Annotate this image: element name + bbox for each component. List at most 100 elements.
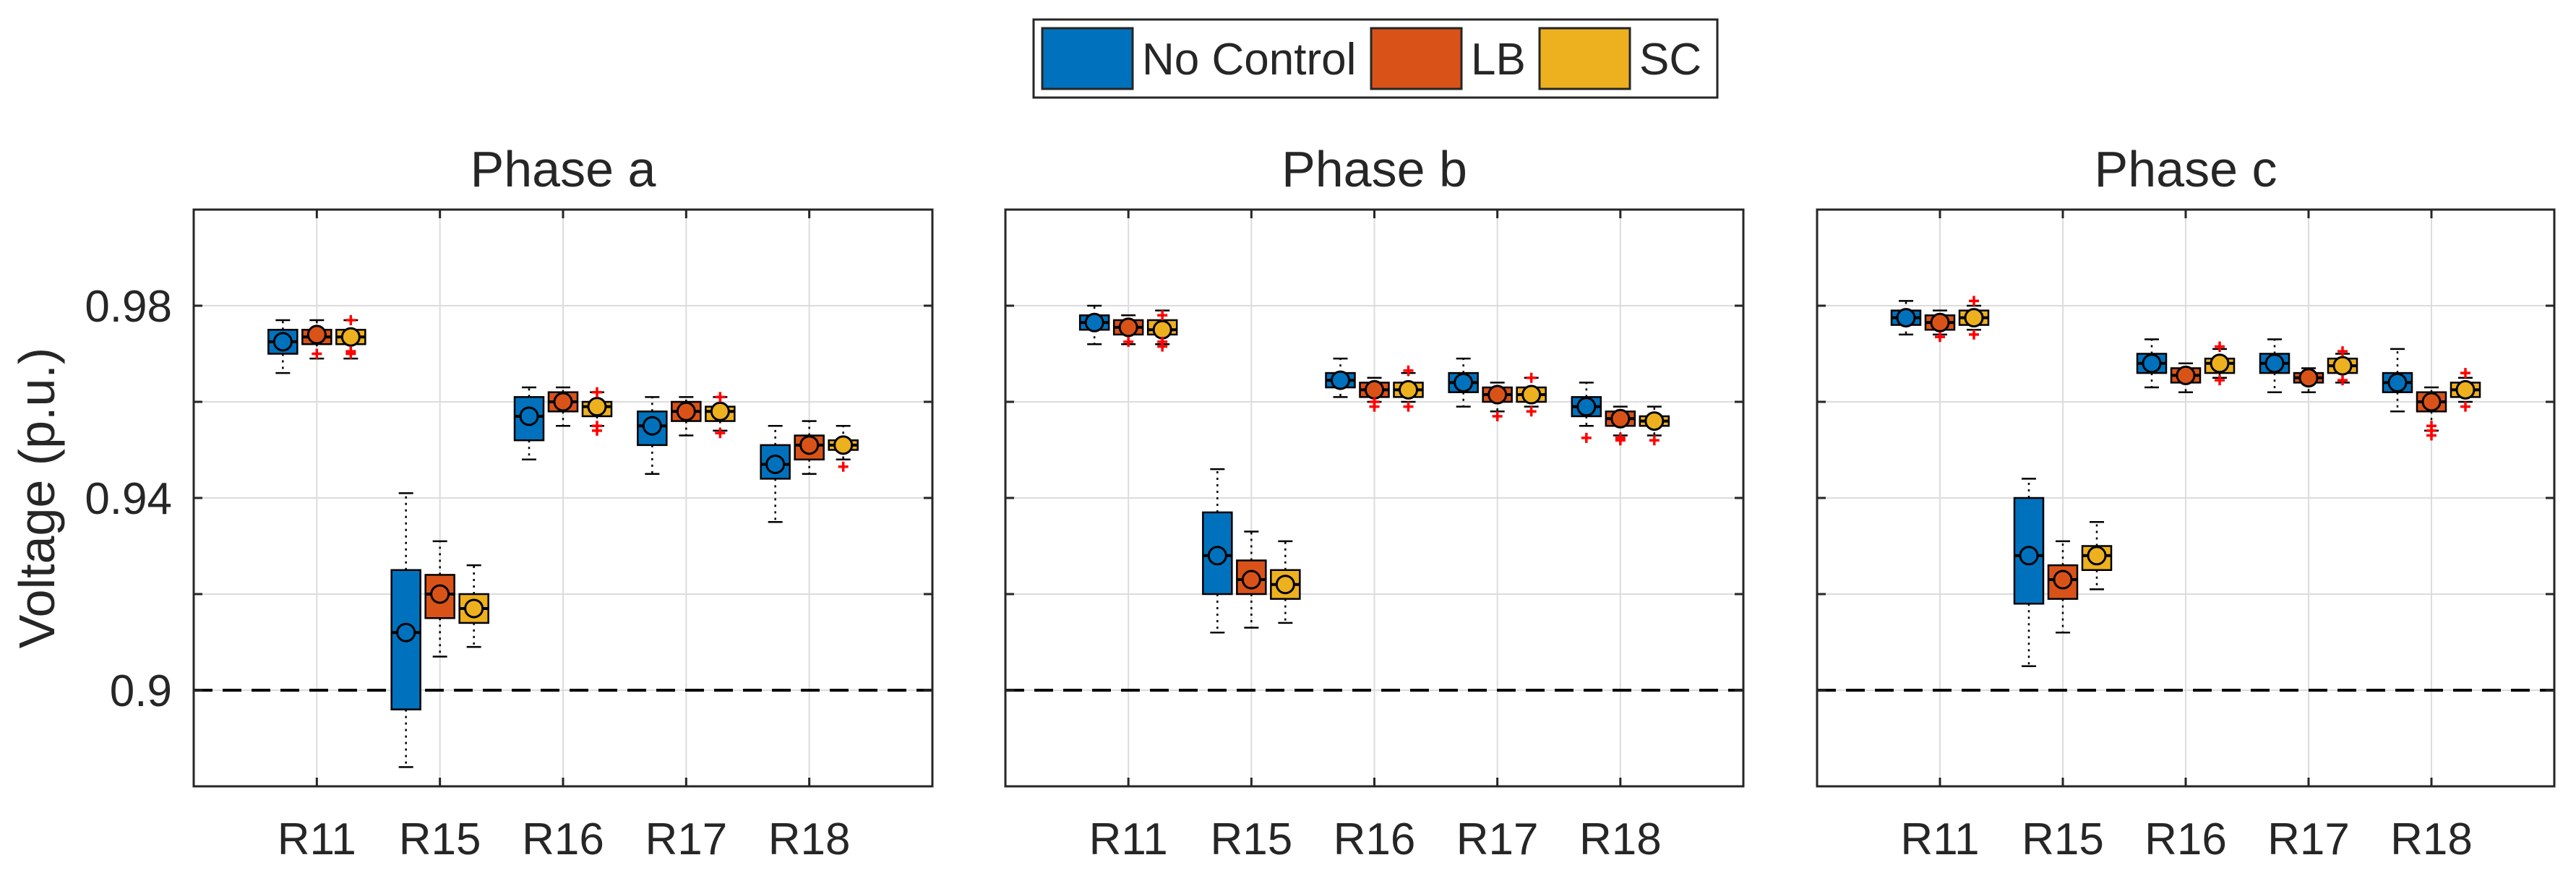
box-mean-marker xyxy=(1610,408,1631,429)
outlier-marker xyxy=(1403,401,1414,412)
box-plot xyxy=(2204,341,2236,386)
box-mean-marker xyxy=(1331,370,1350,390)
box-plot xyxy=(1448,357,1479,408)
box-mean-marker xyxy=(2421,392,2442,412)
panel: R11 R15 R16 R17 R18 Phase b xyxy=(1004,141,1745,864)
box-plot xyxy=(335,314,366,360)
box-plot xyxy=(671,396,702,437)
legend-label: No Control xyxy=(1142,35,1356,85)
box-mean-marker xyxy=(1930,312,1950,332)
outlier-marker xyxy=(1526,372,1537,383)
box-plot xyxy=(1236,530,1267,629)
y-tick-label: 0.98 xyxy=(85,282,172,332)
box-plot xyxy=(2047,540,2079,634)
outlier-marker xyxy=(1969,296,1979,306)
legend: No Control LB SC xyxy=(1032,18,1719,99)
box-mean-marker xyxy=(340,327,361,347)
box-mean-marker xyxy=(272,332,293,352)
panel-title: Phase a xyxy=(471,141,656,197)
box-mean-marker xyxy=(1118,317,1138,338)
box-plot xyxy=(705,392,736,439)
box-plot xyxy=(2170,362,2202,393)
box-mean-marker xyxy=(1487,384,1508,405)
x-tick-label: R15 xyxy=(399,815,481,864)
outlier-marker xyxy=(838,461,849,472)
outlier-marker xyxy=(2337,375,2348,386)
outlier-marker xyxy=(1581,432,1592,443)
outlier-marker xyxy=(2460,401,2470,412)
box-mean-marker xyxy=(587,397,607,417)
box-mean-marker xyxy=(1964,308,1984,328)
box-mean-marker xyxy=(1365,379,1384,400)
box-mean-marker xyxy=(464,598,484,619)
outlier-marker xyxy=(2215,375,2225,386)
box-mean-marker xyxy=(2087,546,2107,566)
box-plot xyxy=(1924,309,1956,343)
x-tick-label: R11 xyxy=(278,815,356,864)
box-plot xyxy=(1325,357,1356,398)
x-tick-label: R16 xyxy=(2144,815,2227,864)
box-mean-marker xyxy=(710,401,730,421)
outlier-marker xyxy=(1123,336,1134,347)
box-plot xyxy=(1359,377,1390,412)
box-mean-marker xyxy=(1275,575,1295,595)
box-mean-marker xyxy=(1896,308,1916,328)
outlier-marker xyxy=(345,346,356,357)
outlier-marker xyxy=(1157,310,1168,321)
legend-label: SC xyxy=(1639,35,1701,85)
box-mean-marker xyxy=(519,406,539,426)
box-mean-marker xyxy=(2142,353,2162,374)
outlier-marker xyxy=(1369,397,1380,407)
box-plot xyxy=(2013,478,2045,667)
box-plot xyxy=(1571,382,1602,443)
box-mean-marker xyxy=(2019,546,2039,566)
box-plot xyxy=(1890,300,1922,336)
box-plot xyxy=(513,386,545,461)
outlier-marker xyxy=(715,392,726,403)
box-mean-marker xyxy=(306,325,327,345)
box-plot xyxy=(1958,296,1990,340)
box-plot xyxy=(267,319,299,374)
box-plot xyxy=(1482,382,1513,421)
box-plot xyxy=(581,387,613,436)
box-plot xyxy=(1202,468,1233,634)
box-plot xyxy=(794,420,825,475)
box-mean-marker xyxy=(1399,379,1418,400)
x-tick-label: R16 xyxy=(522,815,604,864)
box-plot xyxy=(2327,346,2358,386)
box-plot xyxy=(2382,348,2413,413)
panel: R11 R15 R16 R17 R18 Phase c xyxy=(1816,141,2556,864)
legend-swatch xyxy=(1041,27,1134,90)
box-mean-marker xyxy=(1521,384,1542,405)
x-tick-label: R11 xyxy=(1900,815,1979,864)
box-mean-marker xyxy=(2455,379,2476,400)
box-mean-marker xyxy=(1207,546,1227,566)
y-tick-label: 0.94 xyxy=(85,474,172,524)
x-tick-label: R18 xyxy=(2390,815,2473,864)
box-mean-marker xyxy=(1644,411,1665,431)
box-mean-marker xyxy=(1454,372,1474,392)
outlier-marker xyxy=(1157,336,1168,347)
outlier-marker xyxy=(592,387,602,397)
outlier-marker xyxy=(1526,406,1537,417)
outlier-marker xyxy=(1615,432,1626,443)
box-mean-marker xyxy=(676,401,696,421)
box-plot xyxy=(1270,540,1301,624)
y-tick-label: 0.9 xyxy=(110,666,172,716)
x-tick-label: R18 xyxy=(768,815,851,864)
box-plot xyxy=(2259,338,2291,393)
x-tick-label: R18 xyxy=(1579,815,1662,864)
box-plot xyxy=(424,540,455,658)
box-mean-marker xyxy=(799,435,820,455)
box-plot xyxy=(828,425,859,472)
outlier-marker xyxy=(1649,435,1660,446)
x-tick-label: R11 xyxy=(1089,815,1168,864)
box-plot xyxy=(2081,521,2113,590)
outlier-marker xyxy=(1935,332,1945,343)
box-plot xyxy=(1078,304,1110,345)
box-plot xyxy=(1516,372,1547,417)
outlier-marker xyxy=(2337,346,2348,357)
outlier-marker xyxy=(1492,411,1503,421)
box-plot xyxy=(2450,368,2481,412)
